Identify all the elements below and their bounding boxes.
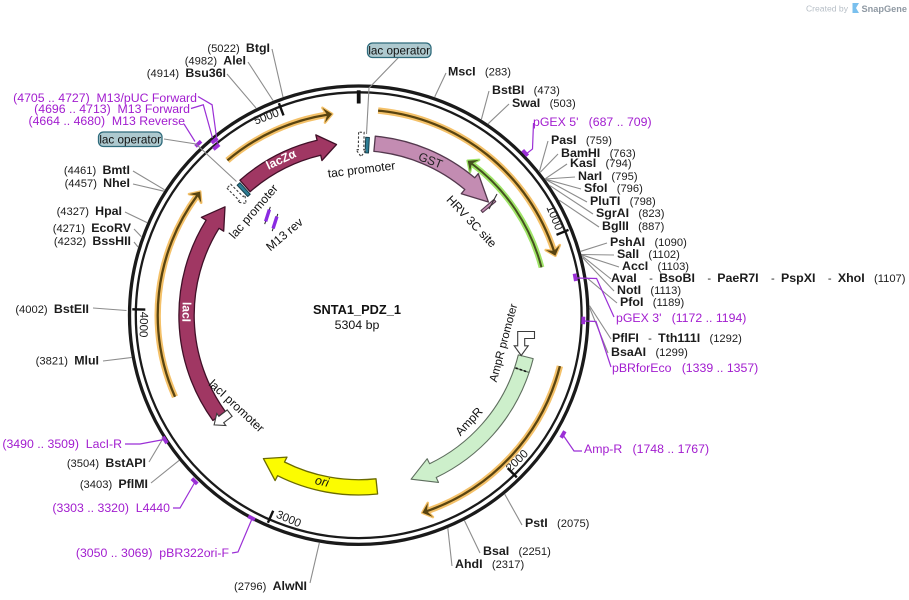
svg-text:Created by: Created by	[806, 4, 849, 14]
svg-text:BstBI (473): BstBI (473)	[492, 83, 560, 97]
svg-text:(4696 .. 4713) M13 Forward: (4696 .. 4713) M13 Forward	[34, 102, 190, 116]
svg-text:(4705 .. 4727) M13/pUC Forwar: (4705 .. 4727) M13/pUC Forward	[13, 91, 197, 105]
svg-text:PstI (2075): PstI (2075)	[525, 516, 590, 530]
svg-text:BglII (887): BglII (887)	[602, 219, 665, 233]
svg-text:PluTI (798): PluTI (798)	[590, 194, 656, 208]
svg-text:SnapGene: SnapGene	[862, 4, 907, 14]
svg-text:(4461) BmtI: (4461) BmtI	[64, 163, 130, 177]
svg-text:NarI (795): NarI (795)	[578, 169, 638, 183]
svg-text:(4457) NheI: (4457) NheI	[65, 176, 130, 190]
svg-text:BsaI (2251): BsaI (2251)	[483, 544, 551, 558]
svg-text:pGEX 3' (1172 .. 1194): pGEX 3' (1172 .. 1194)	[616, 311, 746, 325]
svg-text:PasI (759): PasI (759)	[551, 133, 612, 147]
svg-text:(3403) PflMI: (3403) PflMI	[80, 477, 148, 491]
svg-text:SalI (1102): SalI (1102)	[617, 247, 680, 261]
svg-text:(5022) BtgI: (5022) BtgI	[207, 41, 270, 55]
svg-text:(4232) BssHII: (4232) BssHII	[54, 234, 131, 248]
svg-text:(3504) BstAPI: (3504) BstAPI	[67, 456, 146, 470]
svg-text:(3490 .. 3509) LacI-R: (3490 .. 3509) LacI-R	[2, 437, 122, 451]
svg-text:ori: ori	[314, 473, 332, 490]
svg-text:(4914) Bsu36I: (4914) Bsu36I	[147, 66, 226, 80]
svg-text:(4327) HpaI: (4327) HpaI	[57, 204, 122, 218]
svg-text:AccI (1103): AccI (1103)	[622, 259, 689, 273]
svg-text:SgrAI (823): SgrAI (823)	[596, 206, 665, 220]
svg-text:PflFI - Tth111I (1292): PflFI - Tth111I (1292)	[612, 331, 742, 345]
svg-text:PfoI (1189): PfoI (1189)	[620, 295, 685, 309]
svg-text:BamHI (763): BamHI (763)	[561, 146, 636, 160]
svg-text:SNTA1_PDZ_1: SNTA1_PDZ_1	[313, 302, 401, 317]
svg-text:(3821) MluI: (3821) MluI	[36, 354, 99, 368]
svg-text:4000: 4000	[137, 312, 151, 338]
svg-text:SfoI (796): SfoI (796)	[584, 181, 643, 195]
svg-text:lacI: lacI	[179, 302, 193, 322]
svg-text:lac operator: lac operator	[368, 44, 430, 57]
svg-text:(2796) AlwNI: (2796) AlwNI	[234, 579, 307, 593]
svg-text:NotI (1113): NotI (1113)	[617, 283, 681, 297]
svg-text:(4982) AleI: (4982) AleI	[185, 54, 246, 68]
svg-text:(3050 .. 3069) pBR322ori-F: (3050 .. 3069) pBR322ori-F	[76, 546, 230, 560]
svg-text:pGEX 5' (687 .. 709): pGEX 5' (687 .. 709)	[533, 115, 652, 129]
svg-text:(3303 .. 3320) L4440: (3303 .. 3320) L4440	[52, 501, 170, 515]
svg-text:BsaAI (1299): BsaAI (1299)	[611, 345, 688, 359]
svg-text:(4271) EcoRV: (4271) EcoRV	[53, 221, 132, 235]
svg-text:MscI (283): MscI (283)	[448, 65, 511, 79]
svg-text:(4002) BstEII: (4002) BstEII	[15, 302, 89, 316]
svg-text:Amp-R (1748 .. 1767): Amp-R (1748 .. 1767)	[584, 442, 709, 456]
svg-text:(4664 .. 4680) M13 Reverse: (4664 .. 4680) M13 Reverse	[28, 114, 185, 128]
svg-text:PshAI (1090): PshAI (1090)	[610, 235, 687, 249]
svg-text:AvaI - BsoBI - PaeR7I: AvaI - BsoBI - PaeR7I - PspXI - XhoI (11…	[611, 271, 906, 285]
svg-text:KasI (794): KasI (794)	[570, 156, 632, 170]
svg-text:SwaI (503): SwaI (503)	[512, 96, 576, 110]
svg-text:AhdI (2317): AhdI (2317)	[455, 557, 524, 571]
svg-text:5304 bp: 5304 bp	[335, 318, 380, 332]
svg-text:pBRforEco (1339 .. 1357): pBRforEco (1339 .. 1357)	[612, 361, 758, 375]
svg-text:lac operator: lac operator	[99, 133, 161, 146]
